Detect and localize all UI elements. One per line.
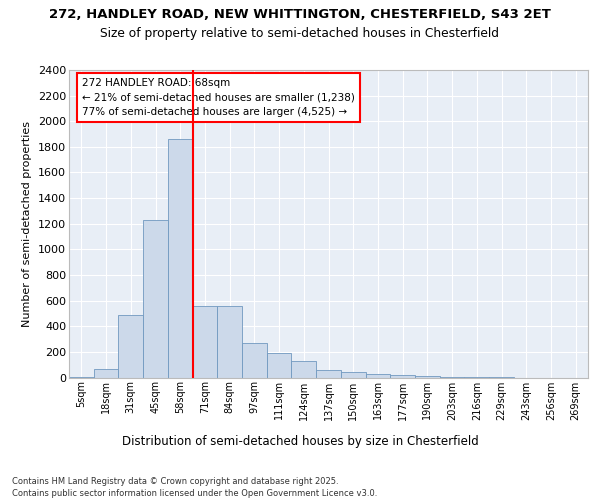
Bar — [94, 368, 118, 378]
Bar — [341, 372, 365, 378]
Bar — [69, 377, 94, 378]
Bar — [193, 306, 217, 378]
Bar — [217, 306, 242, 378]
Bar — [365, 374, 390, 378]
Text: Size of property relative to semi-detached houses in Chesterfield: Size of property relative to semi-detach… — [101, 28, 499, 40]
Bar — [440, 377, 464, 378]
Bar — [292, 361, 316, 378]
Bar — [242, 343, 267, 378]
Text: 272, HANDLEY ROAD, NEW WHITTINGTON, CHESTERFIELD, S43 2ET: 272, HANDLEY ROAD, NEW WHITTINGTON, CHES… — [49, 8, 551, 20]
Bar — [390, 375, 415, 378]
Bar — [415, 376, 440, 378]
Bar — [316, 370, 341, 378]
Text: 272 HANDLEY ROAD: 68sqm
← 21% of semi-detached houses are smaller (1,238)
77% of: 272 HANDLEY ROAD: 68sqm ← 21% of semi-de… — [82, 78, 355, 118]
Bar — [118, 314, 143, 378]
Text: Distribution of semi-detached houses by size in Chesterfield: Distribution of semi-detached houses by … — [122, 435, 478, 448]
Bar — [143, 220, 168, 378]
Y-axis label: Number of semi-detached properties: Number of semi-detached properties — [22, 120, 32, 327]
Text: Contains HM Land Registry data © Crown copyright and database right 2025.
Contai: Contains HM Land Registry data © Crown c… — [12, 476, 377, 498]
Bar — [267, 353, 292, 378]
Bar — [168, 139, 193, 378]
